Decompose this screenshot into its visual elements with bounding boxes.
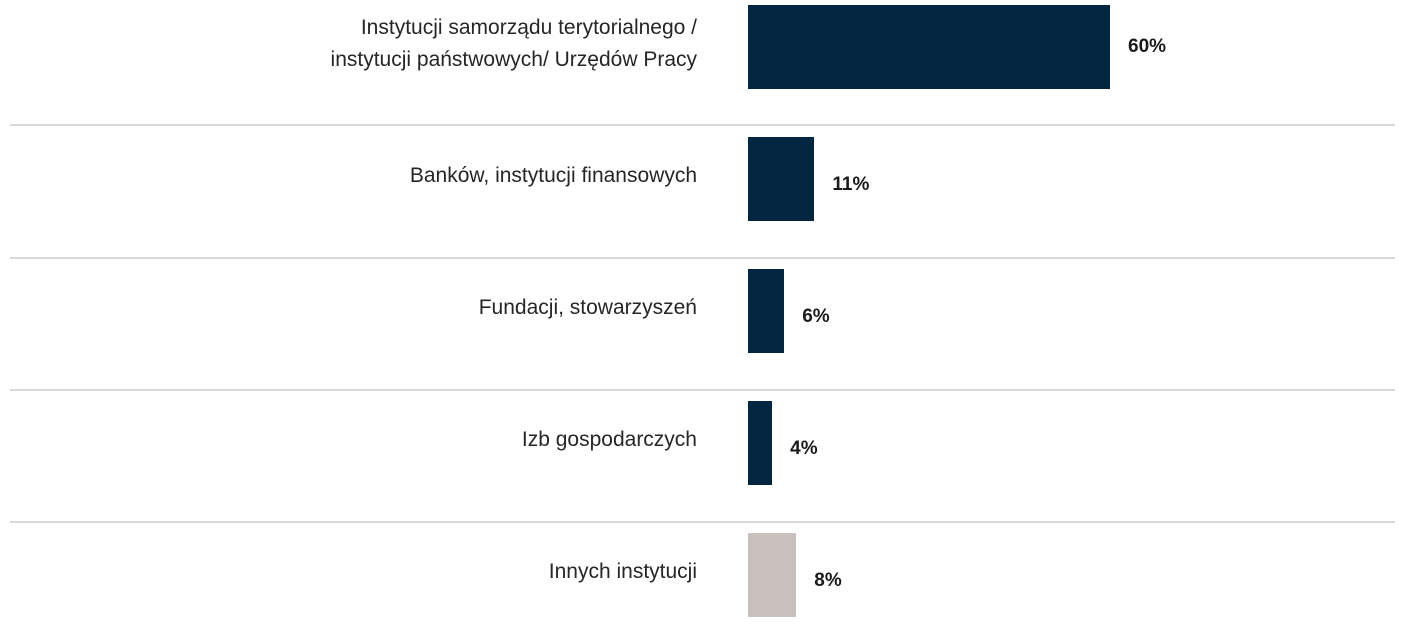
row-separator bbox=[10, 389, 1395, 391]
row-separator bbox=[10, 124, 1395, 126]
category-label: Fundacji, stowarzyszeń bbox=[478, 296, 697, 319]
row-separator bbox=[10, 521, 1395, 523]
category-label: Innych instytucji bbox=[548, 560, 697, 583]
bar bbox=[748, 533, 797, 617]
value-label: 6% bbox=[802, 306, 830, 327]
bar bbox=[748, 401, 773, 485]
value-label: 4% bbox=[790, 438, 818, 459]
category-label: Izb gospodarczych bbox=[521, 428, 697, 451]
category-label: Banków, instytucji finansowych bbox=[409, 164, 697, 187]
bar bbox=[748, 269, 785, 353]
value-label: 11% bbox=[832, 174, 870, 195]
category-label: Instytucji samorządu terytorialnego / in… bbox=[330, 16, 697, 71]
bar bbox=[748, 5, 1110, 89]
row-separator bbox=[10, 257, 1395, 259]
bar bbox=[748, 137, 815, 221]
value-label: 8% bbox=[814, 570, 842, 591]
value-label: 60% bbox=[1128, 36, 1167, 57]
